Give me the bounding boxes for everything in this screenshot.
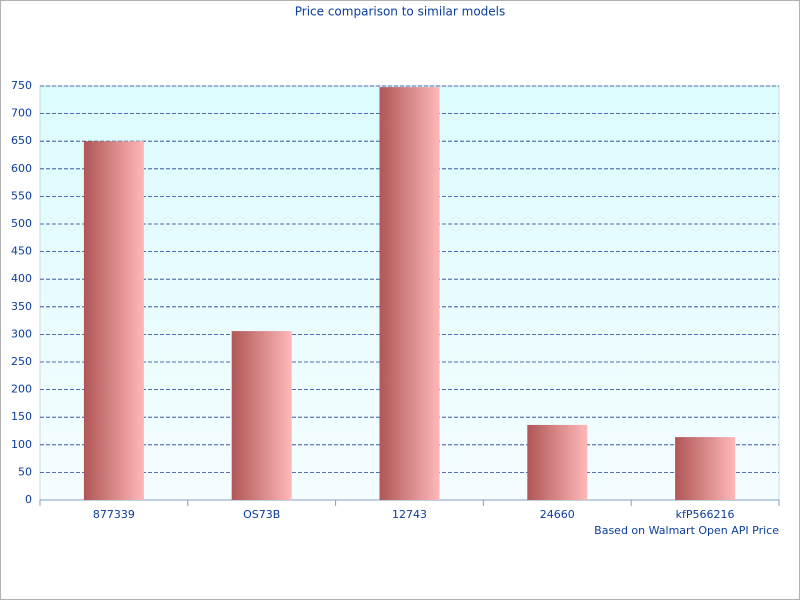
y-tick-label: 200 xyxy=(11,383,32,396)
x-tick-label: 12743 xyxy=(392,508,427,521)
bar xyxy=(231,331,292,500)
y-tick-label: 750 xyxy=(11,79,32,92)
y-tick-label: 450 xyxy=(11,245,32,258)
bar xyxy=(379,87,440,500)
bar xyxy=(675,437,736,500)
y-tick-label: 400 xyxy=(11,272,32,285)
y-tick-label: 300 xyxy=(11,327,32,340)
x-tick-label: kfP566216 xyxy=(676,508,735,521)
y-tick-label: 100 xyxy=(11,438,32,451)
y-tick-label: 550 xyxy=(11,189,32,202)
bar xyxy=(83,141,144,500)
chart-title: Price comparison to similar models xyxy=(295,5,506,19)
x-tick-label: 877339 xyxy=(93,508,135,521)
y-tick-label: 250 xyxy=(11,355,32,368)
y-tick-label: 50 xyxy=(18,465,32,478)
y-tick-label: 0 xyxy=(25,493,32,506)
y-tick-label: 350 xyxy=(11,300,32,313)
y-tick-label: 650 xyxy=(11,134,32,147)
y-tick-label: 500 xyxy=(11,217,32,230)
x-tick-label: OS73B xyxy=(243,508,280,521)
source-note: Based on Walmart Open API Price xyxy=(594,524,779,537)
y-tick-label: 700 xyxy=(11,107,32,120)
y-tick-label: 600 xyxy=(11,162,32,175)
x-tick-label: 24660 xyxy=(540,508,575,521)
bar xyxy=(527,424,588,500)
y-tick-label: 150 xyxy=(11,410,32,423)
